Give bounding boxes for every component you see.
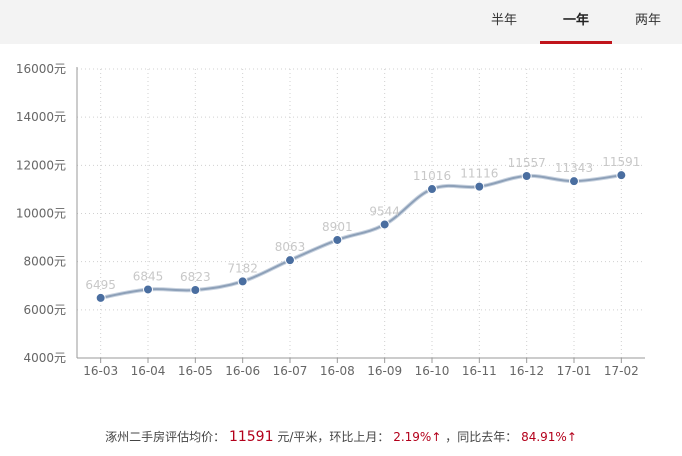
y-tick-label: 8000元	[23, 255, 66, 269]
data-label: 11591	[602, 155, 640, 169]
x-tick-label: 16-07	[273, 364, 308, 378]
x-tick-label: 16-06	[225, 364, 260, 378]
data-point	[474, 181, 485, 192]
active-tab-indicator	[540, 41, 612, 44]
x-tick-label: 16-08	[320, 364, 355, 378]
tab-one-year-label: 一年	[562, 13, 589, 28]
data-label: 7182	[227, 261, 258, 275]
y-tick-label: 16000元	[16, 62, 66, 76]
data-point	[95, 292, 106, 303]
x-tick-label: 17-01	[557, 364, 592, 378]
tab-half-year[interactable]: 半年	[478, 0, 530, 44]
x-tick-label: 16-04	[131, 364, 166, 378]
year-on-year-change: 84.91%↑	[521, 430, 577, 444]
data-point	[237, 276, 248, 287]
data-label: 9544	[369, 204, 400, 218]
data-label: 8063	[275, 240, 306, 254]
data-point	[569, 176, 579, 187]
tab-two-years-label: 两年	[634, 13, 661, 28]
data-point	[616, 170, 627, 181]
data-label: 6845	[133, 269, 164, 283]
data-point	[143, 284, 153, 295]
data-point	[190, 285, 201, 296]
data-point	[285, 255, 295, 266]
series-line	[100, 174, 622, 299]
data-label: 8901	[322, 220, 353, 234]
y-tick-label: 14000元	[16, 110, 66, 124]
month-on-month-change: 2.19%↑	[393, 430, 442, 444]
data-label: 11016	[413, 169, 451, 183]
data-label: 11116	[460, 167, 498, 181]
y-tick-label: 6000元	[23, 303, 66, 317]
summary-prefix: 涿州二手房评估均价：	[105, 430, 226, 444]
series-line-shadow	[98, 173, 624, 300]
price-trend-chart: 4000元 6000元 8000元 10000元 12000元 14000元 16000元 1…	[16, 62, 645, 378]
data-label: 11343	[555, 161, 593, 175]
tab-one-year[interactable]: 一年	[540, 0, 612, 44]
period-tab-bar: 半年 一年 两年	[0, 0, 682, 44]
data-point	[521, 171, 532, 182]
summary-mid: ，同比去年：	[445, 430, 518, 444]
x-tick-label: 16-10	[415, 364, 450, 378]
price-summary: 涿州二手房评估均价： 11591 元/平米，环比上月： 2.19%↑ ，同比去年…	[0, 428, 682, 445]
x-tick-label: 16-09	[367, 364, 402, 378]
data-label: 6823	[180, 270, 211, 284]
x-tick-label: 17-02	[604, 364, 639, 378]
data-point	[379, 219, 390, 230]
avg-price-value: 11591	[228, 429, 274, 445]
y-tick-label: 4000元	[23, 351, 66, 365]
data-point	[332, 234, 343, 245]
data-label: 6495	[85, 278, 116, 292]
x-tick-label: 16-11	[462, 364, 497, 378]
x-tick-label: 16-05	[178, 364, 213, 378]
y-tick-label: 10000元	[16, 207, 66, 221]
tab-two-years[interactable]: 两年	[622, 0, 674, 44]
x-tick-label: 16-12	[509, 364, 544, 378]
x-tick-label: 16-03	[83, 364, 118, 378]
summary-unit: 元/平米，环比上月：	[277, 430, 390, 444]
data-label: 11557	[508, 156, 546, 170]
tab-half-year-label: 半年	[490, 13, 517, 28]
data-point	[427, 184, 437, 195]
y-tick-label: 12000元	[16, 158, 66, 172]
